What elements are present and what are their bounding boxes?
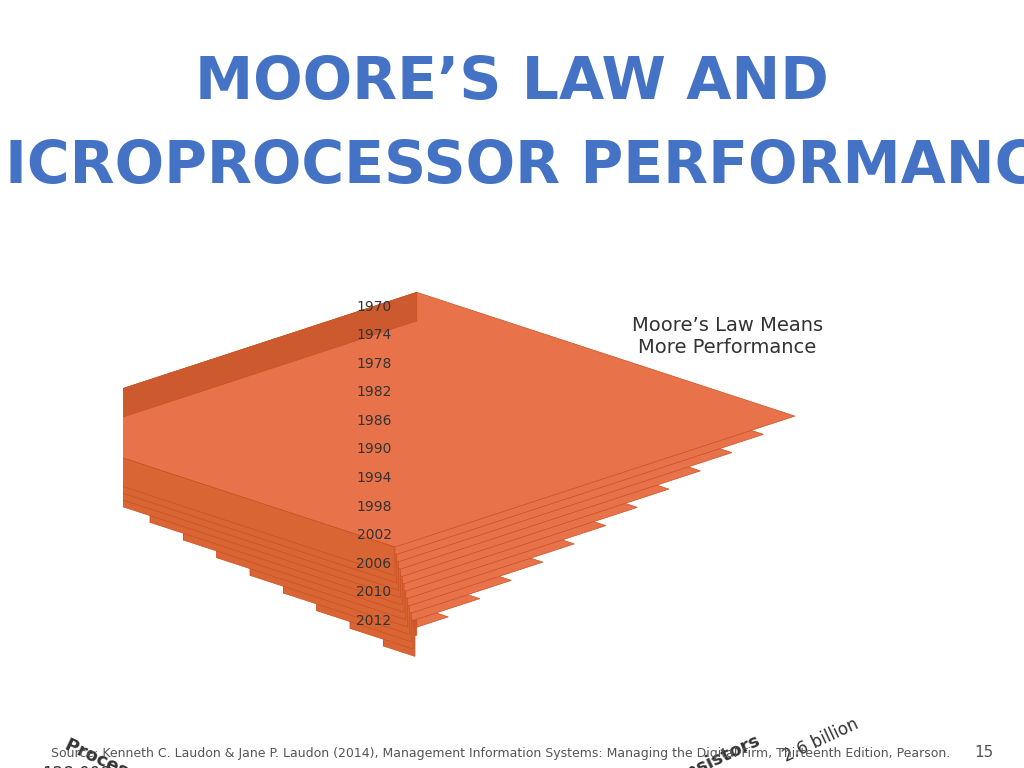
Polygon shape xyxy=(383,607,417,646)
Polygon shape xyxy=(250,492,574,598)
Polygon shape xyxy=(151,406,417,522)
Polygon shape xyxy=(84,349,417,487)
Polygon shape xyxy=(84,458,398,591)
Polygon shape xyxy=(284,521,417,593)
Text: Moore’s Law Means
More Performance: Moore’s Law Means More Performance xyxy=(632,316,823,357)
Polygon shape xyxy=(183,435,417,540)
Polygon shape xyxy=(316,549,511,613)
Text: 1978: 1978 xyxy=(356,356,391,371)
Text: 15: 15 xyxy=(974,745,993,760)
Text: Processing power (MIPS): Processing power (MIPS) xyxy=(61,736,298,768)
Text: 1998: 1998 xyxy=(356,499,391,514)
Polygon shape xyxy=(284,564,410,634)
Polygon shape xyxy=(16,293,795,547)
Text: 128,000: 128,000 xyxy=(43,766,112,768)
Text: 1974: 1974 xyxy=(356,328,391,343)
Polygon shape xyxy=(16,423,395,576)
Text: 2012: 2012 xyxy=(356,614,391,628)
Polygon shape xyxy=(383,607,449,627)
Polygon shape xyxy=(383,617,415,657)
Text: 2006: 2006 xyxy=(356,557,391,571)
Polygon shape xyxy=(217,464,606,591)
Polygon shape xyxy=(350,600,413,649)
Text: 1990: 1990 xyxy=(356,442,391,456)
Polygon shape xyxy=(117,378,417,505)
Text: Number of transistors: Number of transistors xyxy=(553,732,763,768)
Text: 2002: 2002 xyxy=(356,528,391,542)
Polygon shape xyxy=(250,547,408,627)
Polygon shape xyxy=(50,321,417,469)
Polygon shape xyxy=(183,435,637,584)
Text: 2010: 2010 xyxy=(356,585,391,599)
Text: 1986: 1986 xyxy=(356,414,391,428)
Text: Source: Kenneth C. Laudon & Jane P. Laudon (2014), Management Information System: Source: Kenneth C. Laudon & Jane P. Laud… xyxy=(51,747,950,760)
Polygon shape xyxy=(316,582,412,642)
Text: MOORE’S LAW AND: MOORE’S LAW AND xyxy=(196,54,828,111)
Text: 1970: 1970 xyxy=(356,300,391,313)
Polygon shape xyxy=(316,549,417,611)
Polygon shape xyxy=(151,494,402,605)
Polygon shape xyxy=(217,464,417,558)
Text: 1982: 1982 xyxy=(356,386,391,399)
Polygon shape xyxy=(50,441,396,583)
Polygon shape xyxy=(250,492,417,575)
Polygon shape xyxy=(50,321,764,554)
Text: MICROPROCESSOR PERFORMANCE: MICROPROCESSOR PERFORMANCE xyxy=(0,138,1024,195)
Polygon shape xyxy=(84,349,732,561)
Polygon shape xyxy=(117,378,700,569)
Polygon shape xyxy=(183,511,404,612)
Polygon shape xyxy=(350,578,480,621)
Text: 1994: 1994 xyxy=(356,471,391,485)
Polygon shape xyxy=(151,406,669,577)
Polygon shape xyxy=(16,293,417,452)
Polygon shape xyxy=(217,529,406,620)
Polygon shape xyxy=(117,476,400,598)
Polygon shape xyxy=(284,521,543,606)
Text: 2.6 billion: 2.6 billion xyxy=(780,715,861,766)
Polygon shape xyxy=(350,578,417,628)
